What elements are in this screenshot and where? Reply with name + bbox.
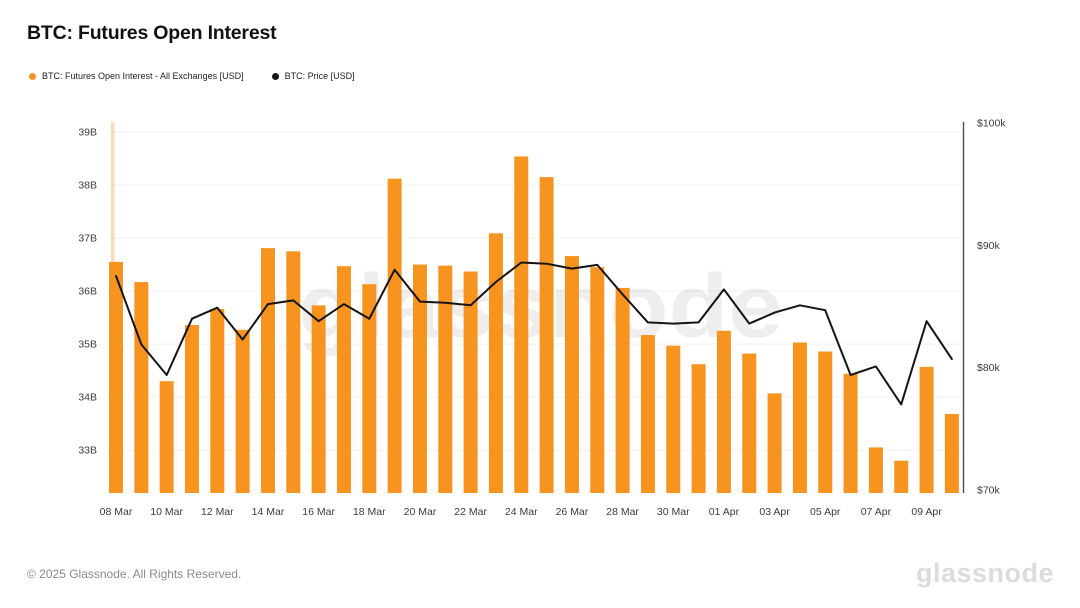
oi-bar-30-Mar[interactable] (666, 345, 681, 493)
oi-bar-24-Mar[interactable] (514, 156, 529, 493)
oi-bar-25-Mar[interactable] (539, 177, 554, 493)
glassnode-wordmark: glassnode (915, 558, 1054, 588)
oi-bar-14-Mar[interactable] (260, 248, 275, 493)
oi-bar-02-Apr[interactable] (742, 353, 757, 493)
x-axis-tick-16-Mar: 16 Mar (302, 506, 335, 518)
oi-bar-13-Mar[interactable] (235, 329, 250, 493)
oi-bar-28-Mar[interactable] (615, 287, 630, 493)
legend-dot-orange-icon (29, 72, 36, 80)
legend-label-open-interest: BTC: Futures Open Interest - All Exchang… (42, 71, 244, 81)
oi-bar-11-Mar[interactable] (184, 324, 199, 493)
right-axis-tick-$100k: $100k (977, 118, 1006, 130)
chart-legend: BTC: Futures Open Interest - All Exchang… (29, 71, 355, 81)
x-axis-tick-08-Mar: 08 Mar (100, 506, 133, 518)
price-line (115, 261, 953, 406)
legend-item-price[interactable]: BTC: Price [USD] (271, 71, 355, 81)
oi-bar-15-Mar[interactable] (286, 251, 301, 493)
oi-bar-20-Mar[interactable] (412, 264, 427, 493)
oi-bar-10-Apr[interactable] (944, 414, 959, 493)
legend-label-price: BTC: Price [USD] (284, 71, 355, 81)
oi-bar-16-Mar[interactable] (311, 305, 326, 493)
oi-bar-08-Mar[interactable] (109, 261, 123, 493)
oi-bar-29-Mar[interactable] (640, 335, 655, 493)
left-axis-tick-37B: 37B (78, 233, 97, 245)
x-axis-tick-12-Mar: 12 Mar (201, 506, 234, 518)
left-axis-tick-34B: 34B (78, 392, 97, 404)
oi-bar-12-Mar[interactable] (210, 309, 225, 493)
left-axis-tick-35B: 35B (78, 339, 97, 351)
left-axis-tick-39B: 39B (78, 127, 97, 139)
right-axis-tick-$80k: $80k (977, 362, 1001, 374)
x-axis-tick-26-Mar: 26 Mar (556, 506, 589, 518)
left-axis-tick-33B: 33B (78, 445, 97, 457)
x-axis-tick-10-Mar: 10 Mar (150, 506, 183, 518)
x-axis-tick-20-Mar: 20 Mar (404, 506, 437, 518)
x-axis-tick-01-Apr: 01 Apr (709, 506, 740, 518)
oi-bar-09-Apr[interactable] (919, 366, 934, 493)
oi-bar-09-Mar[interactable] (134, 282, 149, 493)
oi-bar-06-Apr[interactable] (843, 373, 858, 493)
oi-bar-04-Apr[interactable] (792, 342, 807, 493)
x-axis-tick-09-Apr: 09 Apr (911, 506, 942, 518)
legend-item-open-interest[interactable]: BTC: Futures Open Interest - All Exchang… (29, 71, 244, 81)
copyright-text: © 2025 Glassnode. All Rights Reserved. (27, 567, 242, 581)
oi-bar-31-Mar[interactable] (691, 364, 706, 493)
page-title: BTC: Futures Open Interest (27, 22, 277, 44)
left-axis-tick-38B: 38B (78, 180, 97, 192)
oi-bar-08-Apr[interactable] (894, 460, 909, 493)
x-axis-tick-24-Mar: 24 Mar (505, 506, 538, 518)
oi-bar-26-Mar[interactable] (564, 256, 579, 493)
x-axis-tick-07-Apr: 07 Apr (861, 506, 892, 518)
oi-bar-01-Apr[interactable] (716, 330, 731, 493)
oi-bar-19-Mar[interactable] (387, 178, 402, 493)
oi-bar-05-Apr[interactable] (818, 351, 833, 493)
legend-dot-black-icon (271, 72, 279, 80)
left-axis-tick-36B: 36B (78, 286, 97, 298)
oi-bar-18-Mar[interactable] (362, 284, 377, 493)
x-axis-tick-28-Mar: 28 Mar (606, 506, 639, 518)
oi-bar-23-Mar[interactable] (488, 233, 503, 494)
oi-bar-17-Mar[interactable] (336, 266, 351, 493)
x-axis-tick-14-Mar: 14 Mar (252, 506, 285, 518)
oi-bar-21-Mar[interactable] (438, 265, 453, 493)
oi-bar-10-Mar[interactable] (159, 381, 174, 493)
oi-bar-22-Mar[interactable] (463, 271, 478, 493)
x-axis-tick-03-Apr: 03 Apr (759, 506, 790, 518)
oi-bar-03-Apr[interactable] (767, 393, 782, 493)
x-axis-tick-18-Mar: 18 Mar (353, 506, 386, 518)
x-axis-tick-30-Mar: 30 Mar (657, 506, 690, 518)
right-axis-tick-$90k: $90k (977, 240, 1001, 252)
x-axis-tick-05-Apr: 05 Apr (810, 506, 841, 518)
oi-bar-07-Apr[interactable] (868, 447, 883, 493)
oi-bar-27-Mar[interactable] (590, 267, 605, 493)
x-axis-tick-22-Mar: 22 Mar (454, 506, 487, 518)
right-axis-tick-$70k: $70k (977, 485, 1001, 497)
